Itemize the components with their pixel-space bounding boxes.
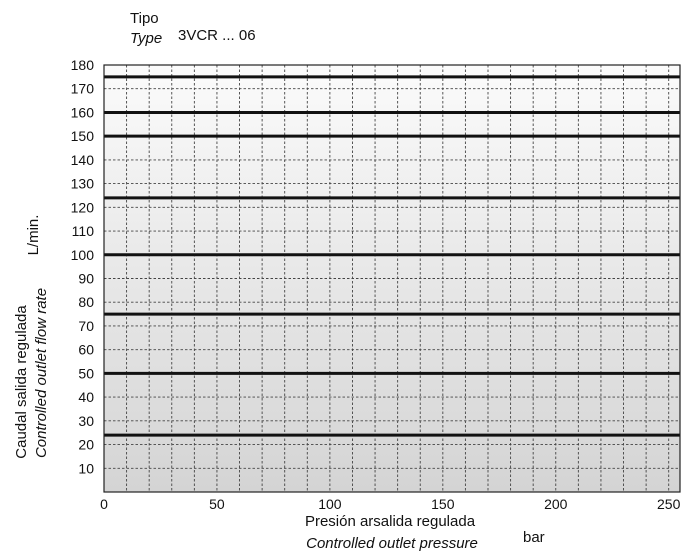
plot-frame <box>103 64 681 493</box>
y-axis-label-es: Caudal salida regulada <box>13 305 30 459</box>
y-tick-label: 20 <box>78 437 94 453</box>
y-axis-label-en: Controlled outlet flow rate <box>33 288 50 458</box>
y-tick-label: 160 <box>71 104 95 120</box>
curves <box>104 75 680 437</box>
model-label: 3VCR ... 06 <box>178 27 256 44</box>
y-tick-label: 100 <box>71 247 95 263</box>
y-axis-unit: L/min. <box>25 215 42 256</box>
type-label-en: Type <box>130 30 162 47</box>
x-axis-unit: bar <box>523 529 545 546</box>
y-tick-label: 130 <box>71 176 95 192</box>
y-tick-label: 30 <box>78 413 94 429</box>
type-label-es: Tipo <box>130 10 159 27</box>
y-tick-label: 140 <box>71 152 95 168</box>
y-tick-label: 150 <box>71 128 95 144</box>
y-tick-label: 80 <box>78 294 94 310</box>
x-tick-label: 100 <box>318 496 342 512</box>
y-tick-labels: 10 20 30 40 50 60 70 80 90 100 110 120 130 140 150 160 1… <box>71 57 95 476</box>
y-tick-label: 90 <box>78 271 94 287</box>
y-tick-label: 120 <box>71 199 95 215</box>
y-tick-label: 40 <box>78 389 94 405</box>
y-tick-label: 170 <box>71 81 95 97</box>
y-tick-label: 60 <box>78 342 94 358</box>
y-tick-label: 10 <box>78 460 94 476</box>
x-tick-label: 0 <box>100 496 108 512</box>
x-axis-label-en: Controlled outlet pressure <box>306 535 478 552</box>
y-tick-label: 70 <box>78 318 94 334</box>
y-tick-label: 50 <box>78 365 94 381</box>
x-axis-label-es: Presión arsalida regulada <box>305 513 476 530</box>
x-tick-label: 150 <box>431 496 455 512</box>
x-tick-labels: 0 50 100 150 200 250 <box>100 496 680 512</box>
x-tick-label: 50 <box>209 496 225 512</box>
y-tick-label: 180 <box>71 57 95 73</box>
x-tick-label: 250 <box>657 496 681 512</box>
y-tick-label: 110 <box>72 223 95 239</box>
x-tick-label: 200 <box>544 496 568 512</box>
